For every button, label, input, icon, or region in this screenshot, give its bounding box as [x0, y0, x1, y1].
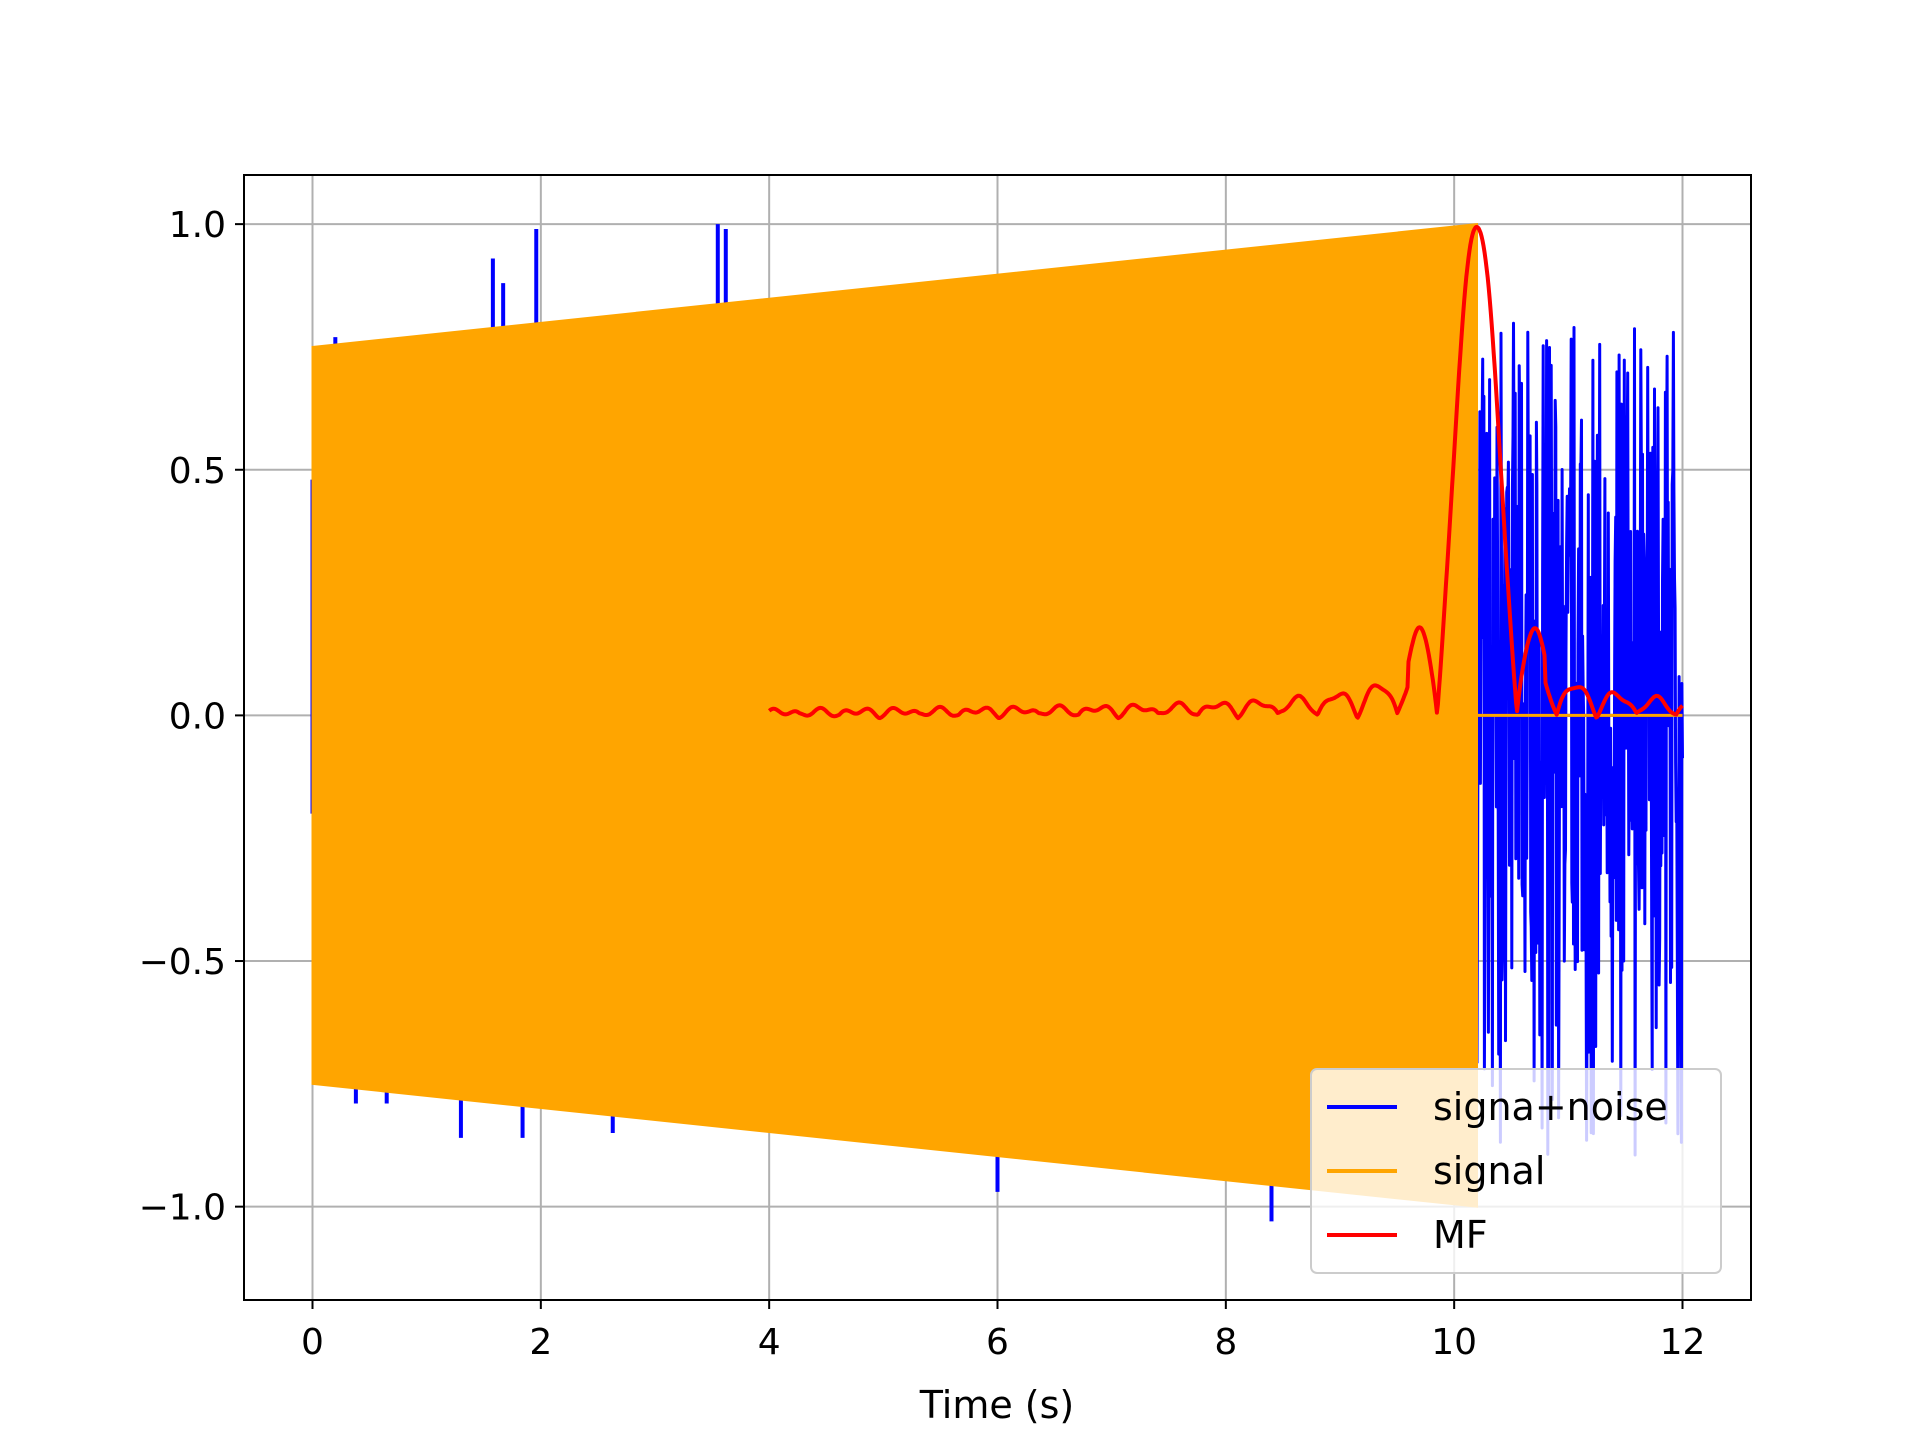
legend: signa+noise signal MF: [1310, 1068, 1722, 1274]
x-tick-label: 10: [1431, 1322, 1477, 1363]
legend-label: MF: [1433, 1213, 1488, 1257]
legend-label: signa+noise: [1433, 1085, 1668, 1129]
y-tick-label: 1.0: [169, 205, 226, 246]
legend-label: signal: [1433, 1149, 1545, 1193]
signal-noise-tail: [1475, 321, 1684, 1157]
y-tick-label: 0.0: [169, 696, 226, 737]
mf-line: [767, 224, 1684, 721]
x-tick-label: 8: [1214, 1322, 1237, 1363]
x-tick-label: 6: [986, 1322, 1009, 1363]
y-tick-label: −1.0: [139, 1188, 226, 1229]
y-tick-label: −0.5: [139, 942, 226, 983]
x-tick-label: 2: [529, 1322, 552, 1363]
legend-box: [1310, 1068, 1722, 1274]
x-tick-label: 4: [758, 1322, 781, 1363]
plot-area: [310, 223, 1684, 1222]
x-axis-label: Time (s): [919, 1383, 1075, 1427]
signal-envelope: [311, 223, 1478, 1208]
x-tick-label: 0: [301, 1322, 324, 1363]
y-tick-label: 0.5: [169, 451, 226, 492]
x-tick-label: 12: [1660, 1322, 1706, 1363]
ticks: 0 2 4 6 8 10 12 1.0 0.5 0.0 −0.5 −1.0: [139, 205, 1706, 1363]
